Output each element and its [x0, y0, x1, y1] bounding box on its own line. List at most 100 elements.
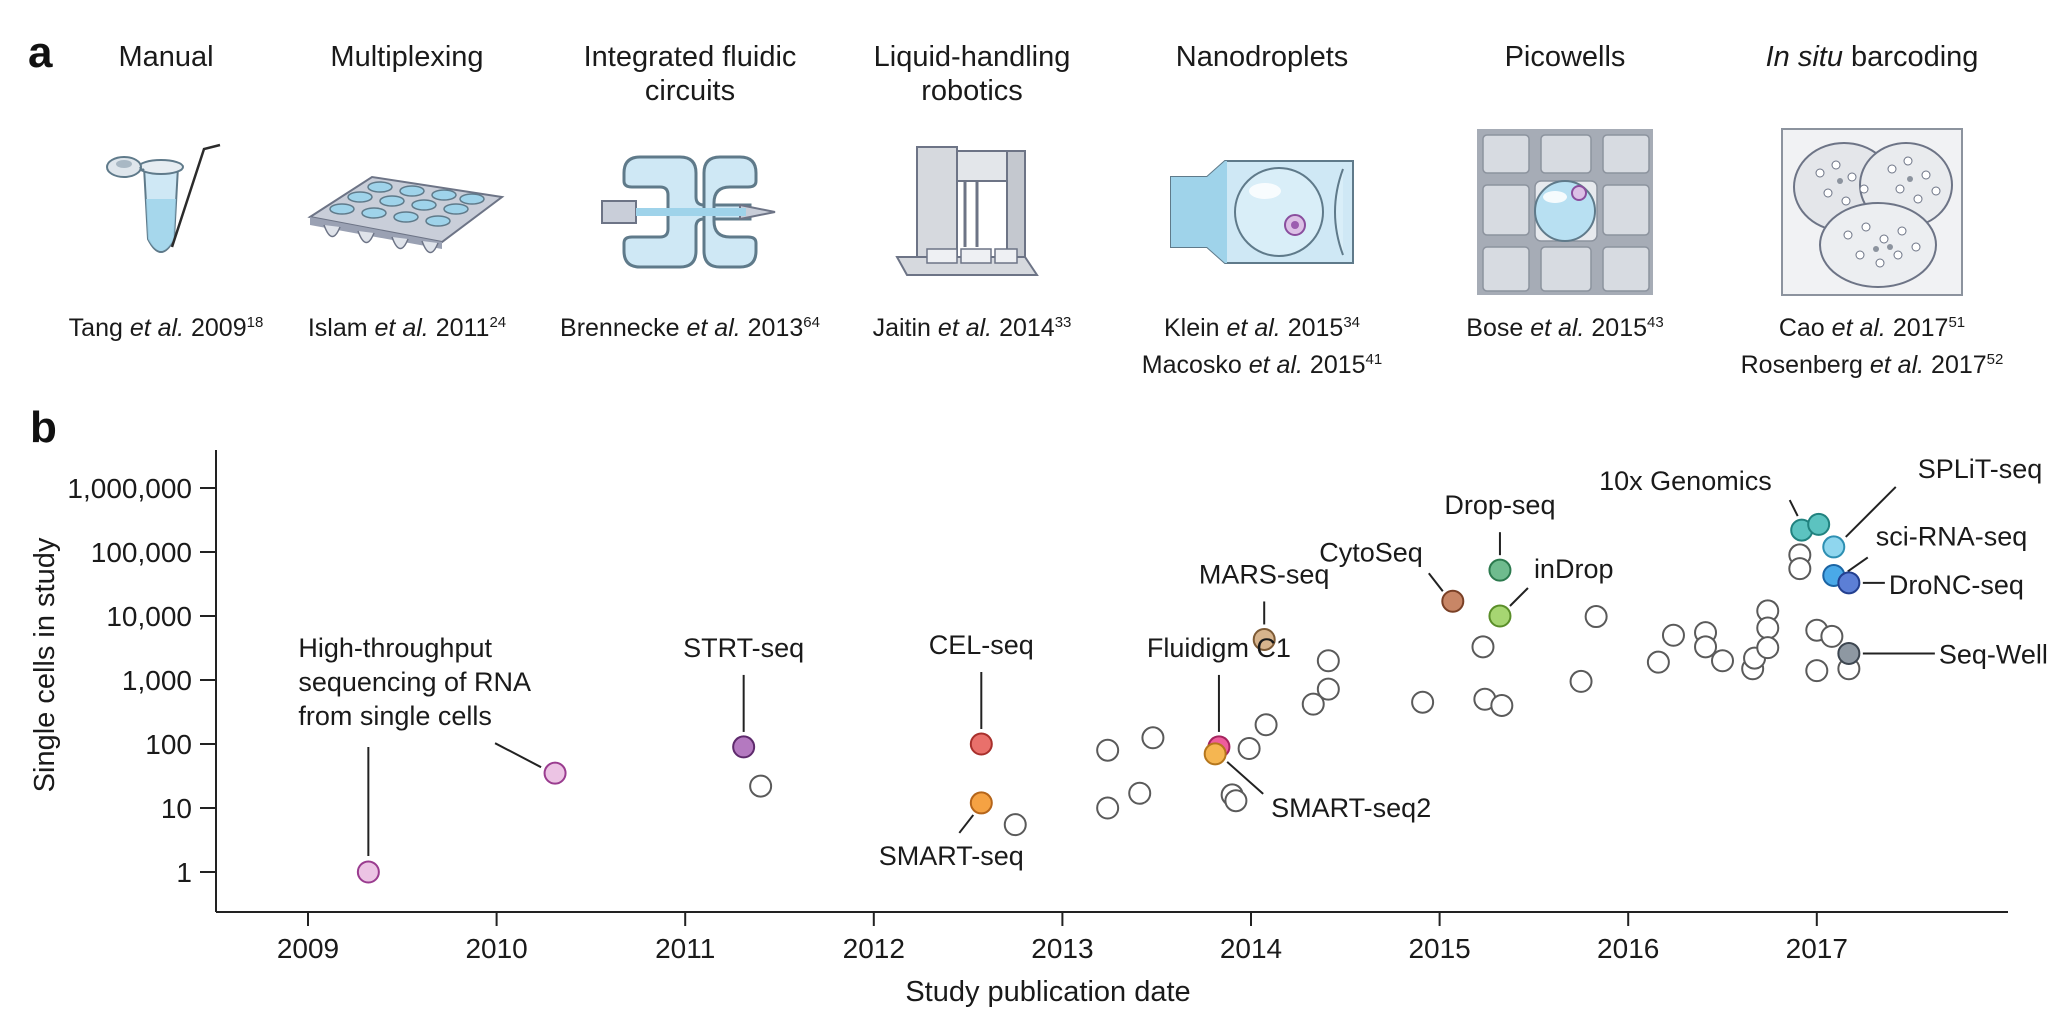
point-label: sci-RNA-seq — [1876, 521, 2028, 551]
study-point — [1096, 738, 1120, 762]
cells-barcoding-icon — [1732, 124, 2012, 299]
study-point — [1316, 677, 1340, 701]
callout-line — [1428, 572, 1444, 592]
study-point — [1237, 737, 1261, 761]
method-reference: Tang et al. 200918 — [68, 314, 264, 342]
study-point — [1646, 650, 1670, 674]
method-robot: Liquid-handling robotics Jaitin et al. 20… — [832, 40, 1112, 344]
highlighted-study-point — [969, 791, 993, 815]
highlighted-study-point — [732, 735, 756, 759]
callout-line — [1847, 556, 1869, 573]
point-label: CytoSeq — [1319, 537, 1423, 567]
study-point — [1141, 726, 1165, 750]
x-tick-label: 2013 — [1031, 933, 1093, 964]
method-title: Integrated fluidic circuits — [583, 41, 797, 107]
point-label: Fluidigm C1 — [1147, 633, 1291, 663]
method-fluidic-circuit: Integrated fluidic circuits Brennecke et … — [550, 40, 830, 344]
method-title: Nanodroplets — [1175, 41, 1349, 73]
callout-line — [1509, 587, 1529, 607]
study-point — [1788, 557, 1812, 581]
callout-line — [1226, 761, 1264, 795]
x-tick-label: 2009 — [277, 933, 339, 964]
method-title: Picowells — [1504, 41, 1626, 73]
callout-lines — [367, 486, 1935, 856]
study-point — [1003, 813, 1027, 837]
highlighted-study-point — [1807, 512, 1831, 536]
callout-line — [1788, 499, 1799, 517]
study-point — [749, 774, 773, 798]
method-droplet-channel: Nanodroplets Klein et al. 201534 Macosko … — [1122, 40, 1402, 381]
method-title: Multiplexing — [330, 41, 484, 73]
highlighted-study-point — [1203, 742, 1227, 766]
study-point — [1711, 649, 1734, 673]
study-point — [1316, 649, 1340, 673]
x-tick-label: 2015 — [1408, 933, 1470, 964]
method-picowell: Picowells Bose et al. 201543 — [1425, 40, 1705, 344]
point-label: MARS-seq — [1199, 559, 1330, 589]
method-title: Liquid-handling robotics — [873, 41, 1071, 107]
method-reference: Islam et al. 201124 — [307, 314, 507, 342]
method-reference: Rosenberg et al. 201752 — [1740, 351, 2004, 379]
y-tick-label: 100 — [145, 729, 192, 760]
y-tick-label: 1 — [176, 857, 192, 888]
method-tube: Manual Tang et al. 200918 — [26, 40, 306, 344]
data-points — [356, 512, 1861, 884]
study-point — [1490, 693, 1514, 717]
highlighted-study-point — [1837, 641, 1861, 665]
y-tick-label: 10,000 — [106, 601, 192, 632]
y-tick-label: 1,000,000 — [67, 473, 192, 504]
study-point — [1411, 690, 1435, 714]
method-multiwell-plate: Multiplexing Islam et al. 201124 — [267, 40, 547, 344]
study-point — [1820, 624, 1844, 648]
method-reference: Klein et al. 201534 — [1163, 314, 1360, 342]
point-label: DroNC-seq — [1889, 570, 2024, 600]
method-reference: Macosko et al. 201541 — [1141, 351, 1383, 379]
method-title: In situ barcoding — [1765, 41, 1979, 73]
method-reference: Bose et al. 201543 — [1466, 314, 1664, 342]
method-cells-barcoding: In situ barcoding Cao et al. 201751 Rosen… — [1732, 40, 2012, 381]
y-tick-label: 100,000 — [91, 537, 192, 568]
method-reference: Brennecke et al. 201364 — [560, 314, 820, 342]
point-label: High-throughput sequencing of RNA from sin… — [298, 633, 531, 731]
highlighted-study-point — [969, 732, 993, 756]
method-reference: Cao et al. 201751 — [1778, 314, 1966, 342]
study-point — [1569, 669, 1593, 693]
study-point — [1128, 781, 1152, 805]
picowell-icon — [1425, 124, 1705, 299]
callout-line — [958, 814, 975, 834]
highlighted-study-point — [1488, 604, 1512, 628]
point-label: Drop-seq — [1444, 490, 1555, 520]
y-tick-label: 1,000 — [122, 665, 192, 696]
highlighted-study-point — [356, 860, 380, 884]
x-tick-label: 2011 — [655, 933, 715, 964]
study-point — [1756, 616, 1780, 640]
highlighted-study-point — [543, 761, 567, 785]
study-point — [1584, 605, 1608, 629]
point-label: STRT-seq — [683, 633, 804, 663]
x-axis-label: Study publication date — [905, 976, 1190, 1008]
point-label: SPLiT-seq — [1918, 454, 2043, 484]
panel-a-methods: a Manual Tang et al. 200918 Multiplexing … — [0, 0, 2055, 390]
study-point — [1254, 713, 1278, 737]
panel-letter-a: a — [28, 28, 53, 77]
highlighted-study-point — [1837, 571, 1861, 595]
method-title: Manual — [118, 41, 214, 73]
point-label: inDrop — [1534, 554, 1614, 584]
x-tick-label: 2016 — [1597, 933, 1659, 964]
point-label: SMART-seq2 — [1271, 793, 1431, 823]
study-point — [1224, 789, 1248, 813]
study-point — [1661, 623, 1685, 647]
droplet-channel-icon — [1122, 124, 1402, 299]
scatter-chart: b 1 10 100 1,000 10,000 100,000 1,000,000 2009 2… — [29, 403, 2048, 1008]
callout-line — [494, 742, 542, 769]
study-point — [1096, 796, 1120, 820]
method-reference: Jaitin et al. 201433 — [872, 314, 1072, 342]
x-tick-label: 2017 — [1786, 933, 1848, 964]
point-labels: High-throughput sequencing of RNA from sin… — [298, 454, 2048, 871]
x-tick-label: 2010 — [465, 933, 527, 964]
highlighted-study-point — [1822, 535, 1846, 559]
point-label: CEL-seq — [929, 630, 1034, 660]
multiwell-plate-icon — [267, 124, 547, 299]
highlighted-study-point — [1252, 627, 1276, 651]
highlighted-study-point — [1441, 589, 1465, 613]
